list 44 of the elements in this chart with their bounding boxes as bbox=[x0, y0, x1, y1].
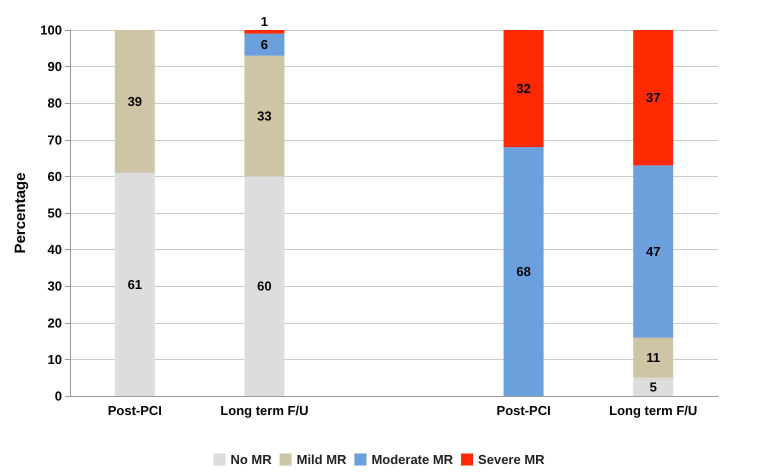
bar bbox=[114, 30, 155, 173]
data-label: 33 bbox=[257, 108, 272, 124]
y-tick-label: 70 bbox=[48, 132, 62, 148]
bar bbox=[504, 30, 544, 148]
data-label: 60 bbox=[257, 278, 272, 294]
y-tick-label: 0 bbox=[54, 388, 62, 404]
data-label: 6 bbox=[260, 37, 268, 52]
bar bbox=[244, 56, 284, 176]
y-tick-label: 10 bbox=[48, 352, 62, 367]
bar bbox=[633, 165, 674, 338]
bar bbox=[633, 30, 674, 166]
y-tick-label: 50 bbox=[48, 206, 62, 220]
legend-label: Severe MR bbox=[478, 452, 546, 467]
x-tick-label: Long term F/U bbox=[609, 403, 698, 418]
y-axis-title: Percentage bbox=[12, 172, 29, 254]
y-tick-label: 20 bbox=[48, 315, 62, 330]
data-label: 47 bbox=[646, 244, 660, 259]
x-tick-label: Post-PCI bbox=[108, 403, 162, 418]
y-tick-label: 60 bbox=[48, 168, 62, 184]
x-tick-label: Post-PCI bbox=[496, 403, 551, 418]
y-tick-label: 90 bbox=[48, 59, 62, 74]
data-label: 68 bbox=[516, 264, 531, 280]
bar bbox=[244, 176, 284, 396]
data-label: 32 bbox=[516, 81, 531, 96]
bar bbox=[504, 147, 544, 396]
data-label: 1 bbox=[260, 14, 268, 29]
data-label: 37 bbox=[646, 90, 660, 106]
data-label: 61 bbox=[128, 276, 142, 292]
bar bbox=[114, 172, 155, 396]
legend-label: No MR bbox=[230, 452, 272, 467]
legend-label: Mild MR bbox=[296, 452, 348, 467]
y-tick-label: 40 bbox=[48, 242, 62, 258]
bar bbox=[244, 34, 284, 56]
bar bbox=[244, 30, 284, 34]
y-tick-label: 100 bbox=[40, 22, 62, 38]
x-tick-label: Long term F/U bbox=[220, 403, 308, 418]
bar bbox=[633, 378, 674, 396]
y-tick-label: 30 bbox=[48, 278, 62, 294]
bar bbox=[633, 337, 674, 378]
data-label: 5 bbox=[650, 379, 657, 394]
legend-label: Moderate MR bbox=[371, 452, 454, 467]
data-label: 11 bbox=[646, 350, 660, 366]
y-tick-label: 80 bbox=[48, 96, 62, 111]
data-label: 39 bbox=[128, 94, 142, 109]
